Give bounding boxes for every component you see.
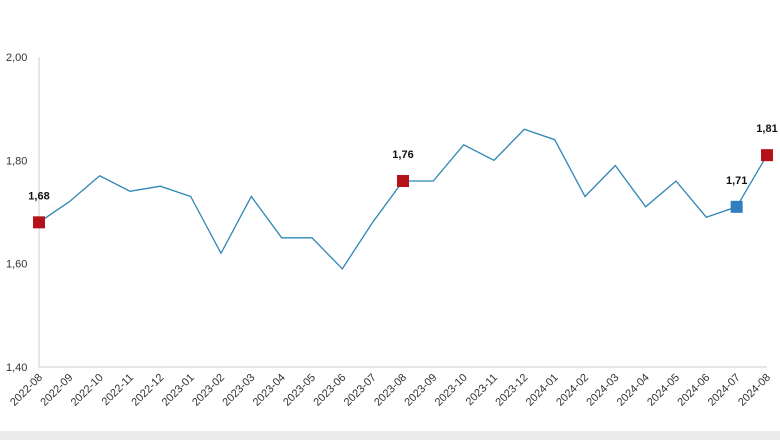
x-tick-label: 2023-03 [220,372,257,409]
x-tick-label: 2022-09 [38,372,75,409]
x-tick-labels: 2022-082022-092022-102022-112022-122023-… [8,372,773,409]
marker-2023-08 [397,175,409,187]
marker-2024-07 [730,200,743,213]
bottom-band [0,431,780,440]
x-tick-label: 2024-02 [554,372,591,409]
y-tick-label: 1,40 [6,362,27,374]
x-tick-label: 2024-07 [706,372,743,409]
x-tick-label: 2022-12 [129,372,166,409]
x-tick-label: 2023-04 [251,372,288,409]
x-tick-label: 2024-06 [675,372,712,409]
x-tick-label: 2023-08 [372,372,409,409]
y-tick-label: 2,00 [6,52,27,64]
x-tick-label: 2023-12 [493,372,530,409]
x-tick-label: 2024-01 [524,372,561,409]
marker-2022-08 [33,216,45,229]
y-tick-labels: 1,40 1,60 1,80 2,00 [6,52,27,374]
x-tick-label: 2023-07 [342,372,379,409]
x-tick-label: 2023-10 [433,372,470,409]
data-label-2024-07: 1,71 [726,175,747,187]
x-tick-label: 2023-01 [160,372,197,409]
data-label-2024-08: 1,81 [756,123,777,135]
x-tick-label: 2022-10 [69,372,106,409]
marker-2024-08 [761,149,773,162]
data-label-2022-08: 1,68 [28,190,49,202]
x-tick-label: 2023-05 [281,372,318,409]
y-tick-label: 1,60 [6,259,27,271]
data-labels: 1,68 1,76 1,71 1,81 [28,123,777,202]
x-tick-label: 2023-02 [190,372,227,409]
x-tick-label: 2024-05 [645,372,682,409]
x-tick-label: 2024-03 [584,372,621,409]
x-tick-label: 2022-08 [8,372,45,409]
highlight-markers [33,149,773,229]
x-tick-label: 2023-06 [311,372,348,409]
data-label-2023-08: 1,76 [392,149,413,161]
x-tick-label: 2024-08 [736,372,773,409]
x-tick-label: 2023-09 [402,372,439,409]
y-tick-label: 1,80 [6,155,27,167]
x-tick-label: 2024-04 [615,372,652,409]
